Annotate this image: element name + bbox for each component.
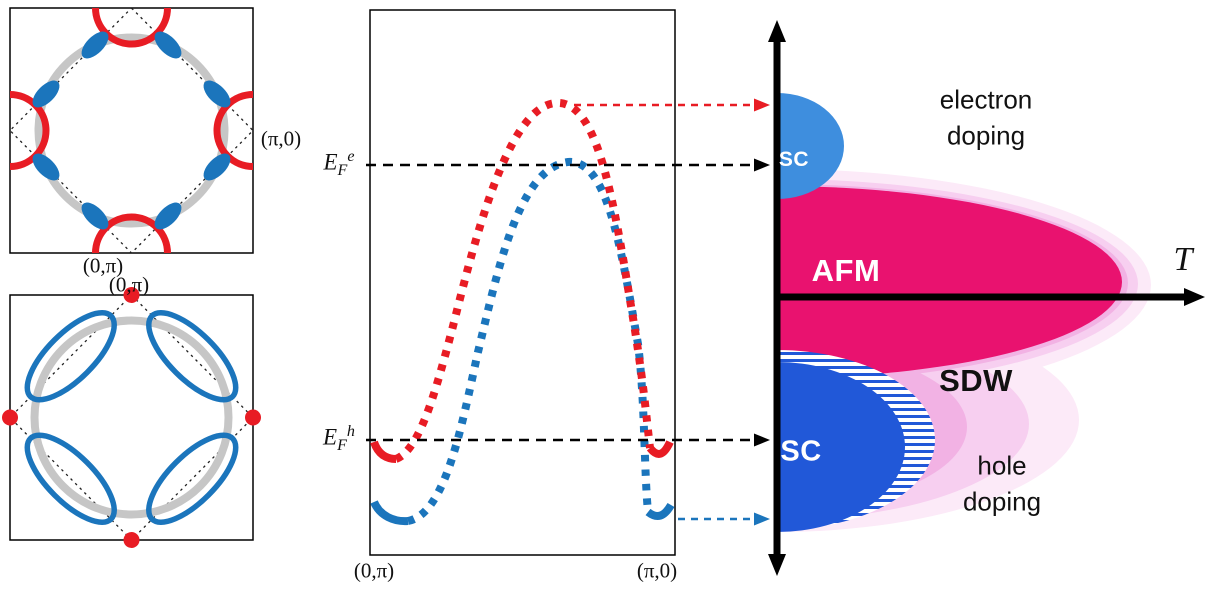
electron-doping-label-line2: doping (946, 120, 1026, 151)
doping-axis-arrow-down (768, 554, 786, 576)
electron-point-left (2, 409, 18, 426)
hole-lobe (154, 202, 182, 230)
ef-e-subscript: F (337, 162, 348, 180)
doping-axis-arrow-up (768, 20, 786, 42)
sc-top-label: SC (778, 148, 810, 171)
ef-h-subscript: F (337, 437, 347, 455)
electron-point-top (123, 287, 140, 303)
blue-band-solid-right (645, 502, 675, 520)
hole-panel-border (9, 294, 254, 541)
fermi-surface-hole-panel (2, 287, 261, 548)
band-structure-panel (366, 9, 770, 556)
hole-pocket (24, 432, 117, 525)
hole-doping-label-line2: doping (962, 486, 1042, 517)
electron-pocket-left (10, 91, 50, 170)
gray-fermi-circle (30, 316, 233, 519)
band-xaxis-right-label: (π,0) (636, 558, 678, 583)
hole-lobe (32, 80, 60, 108)
label-pi0-electron-panel: (π,0) (260, 126, 302, 151)
sc-bottom-label: SC (780, 435, 822, 468)
electron-pocket-bottom (92, 213, 171, 253)
sc-dome-bottom (777, 362, 905, 532)
ef-electron-label: EFe (323, 148, 354, 180)
afm-dome (777, 186, 1122, 378)
sc-dome-top (777, 93, 844, 199)
temperature-axis-label: T (1173, 241, 1193, 278)
ef-h-base: E (323, 424, 338, 450)
sdw-label: SDW (939, 363, 1013, 398)
band-panel-border (369, 9, 676, 556)
hole-lobe (203, 153, 231, 181)
hole-pocket-lobes-blue (32, 31, 231, 230)
hole-pocket (146, 310, 239, 403)
hole-pocket (146, 432, 239, 525)
hole-pocket-ellipses-blue (24, 310, 239, 525)
label-0pi-hole-panel: (0,π) (108, 272, 150, 297)
electron-pockets-red (10, 8, 253, 253)
gray-fermi-circle (34, 33, 229, 228)
ef-electron-arrowhead (754, 158, 770, 172)
electron-pocket-right (213, 91, 253, 170)
electron-point-right (245, 409, 261, 426)
electron-doping-label-line1: electron (939, 84, 1033, 115)
band-xaxis-left-label: (0,π) (353, 558, 395, 583)
blue-band-solid-left (370, 500, 409, 526)
blue-band-dashed (406, 157, 652, 525)
zone-diagonal-dotted (9, 7, 254, 254)
hole-lobe (203, 80, 231, 108)
hole-doping-label-line1: hole (977, 450, 1027, 481)
red-band-solid-left (370, 440, 397, 463)
afm-label: AFM (811, 253, 881, 288)
hole-pocket (24, 310, 117, 403)
hole-lobe (154, 31, 182, 59)
temperature-axis-arrowhead (1184, 288, 1205, 306)
phase-regions (777, 93, 1151, 532)
ef-h-superscript: h (346, 422, 355, 440)
ef-hole-label: EFh (323, 423, 355, 455)
ef-e-superscript: e (347, 147, 355, 165)
red-band-solid-right (646, 440, 674, 458)
hole-lobe (32, 153, 60, 181)
fermi-surface-electron-panel (9, 7, 254, 254)
label-0pi-electron-panel: (0,π) (82, 253, 124, 278)
hole-lobe (81, 202, 109, 230)
red-band-dashed (394, 99, 654, 463)
ef-e-base: E (323, 149, 338, 175)
red-arrowhead (754, 98, 770, 112)
electron-pocket-top (92, 8, 171, 48)
electron-points-red (2, 287, 261, 548)
blue-arrowhead (754, 512, 770, 526)
electron-panel-border (9, 7, 254, 254)
phase-diagram (768, 20, 1205, 576)
ef-hole-arrowhead (754, 433, 770, 447)
electron-point-bottom (123, 532, 140, 548)
hole-lobe (81, 31, 109, 59)
